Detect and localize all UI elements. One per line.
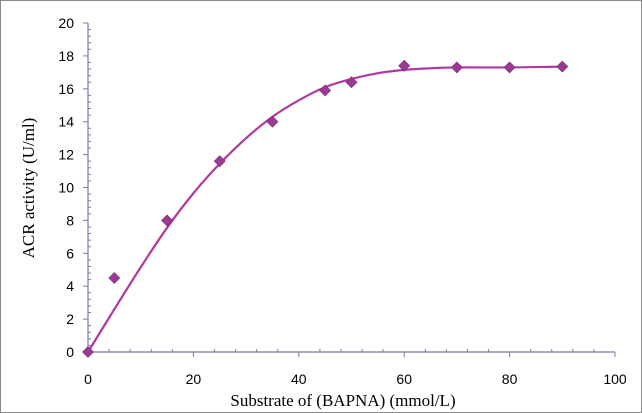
data-point xyxy=(345,76,358,89)
y-tick-label: 16 xyxy=(58,81,74,97)
y-tick-label: 18 xyxy=(58,48,74,64)
data-point xyxy=(398,59,411,72)
axis-ticks xyxy=(83,22,616,357)
y-tick-label: 0 xyxy=(66,344,74,360)
y-tick-label: 14 xyxy=(58,114,74,130)
y-tick-label: 2 xyxy=(66,311,74,327)
y-tick-label: 10 xyxy=(58,180,74,196)
data-point xyxy=(161,214,173,227)
data-point xyxy=(450,61,463,74)
x-tick-label: 40 xyxy=(291,371,307,387)
tick-labels: 0 2 4 6 8 10 12 14 16 18 20 0 20 40 60 80 100 xyxy=(58,15,626,387)
data-point xyxy=(556,60,569,73)
data-point xyxy=(213,155,226,168)
y-tick-label: 6 xyxy=(66,245,74,261)
axes xyxy=(87,23,615,353)
y-tick-label: 12 xyxy=(58,147,74,163)
data-point xyxy=(319,84,332,97)
x-tick-label: 20 xyxy=(186,371,202,387)
x-tick-label: 100 xyxy=(603,371,627,387)
fitted-curve-layer xyxy=(87,65,563,353)
data-markers xyxy=(82,59,569,358)
y-tick-label: 8 xyxy=(66,212,74,228)
data-point xyxy=(108,272,121,284)
x-tick-label: 80 xyxy=(502,371,518,387)
y-tick-label: 20 xyxy=(58,15,74,31)
x-tick-label: 60 xyxy=(396,371,412,387)
data-point xyxy=(266,115,279,128)
data-point xyxy=(82,346,94,358)
fitted-curve xyxy=(87,65,563,353)
data-point xyxy=(503,61,516,74)
y-axis-title: ACR activity (U/ml) xyxy=(19,118,38,259)
x-axis-title: Substrate of (BAPNA) (mmol/L) xyxy=(230,391,455,410)
x-tick-label: 0 xyxy=(84,371,92,387)
y-tick-label: 4 xyxy=(66,278,74,294)
